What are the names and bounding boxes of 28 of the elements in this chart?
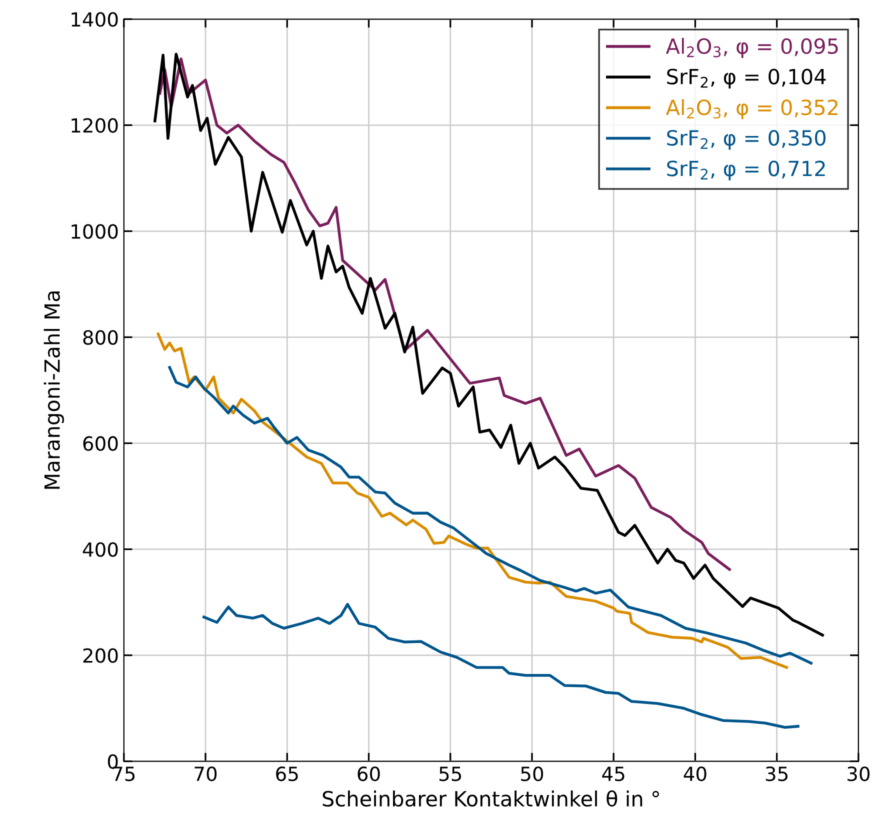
x-tick-label: 55 <box>439 766 462 782</box>
y-tick-label: 400 <box>82 542 118 557</box>
line-series <box>156 332 788 669</box>
x-tick-label: 30 <box>848 766 870 782</box>
y-tick-label: 600 <box>83 436 118 451</box>
legend-label: Al$_{2}$O$_{3}$, φ = 0,095 <box>666 38 838 58</box>
y-tick-label: 200 <box>83 648 118 663</box>
x-tick-label: 75 <box>113 766 135 782</box>
y-tick-label: 1200 <box>72 118 118 133</box>
line-series <box>202 602 800 729</box>
x-tick-label: 70 <box>194 766 217 782</box>
legend-label: SrF$_{2}$, φ = 0,350 <box>667 130 826 150</box>
y-axis-title: Marangoni-Zahl Ma <box>44 292 64 489</box>
legend-label: SrF$_{2}$, φ = 0,104 <box>667 68 826 89</box>
x-tick-label: 40 <box>684 766 706 782</box>
y-tick-label: 0 <box>108 754 118 769</box>
legend-label: SrF$_{2}$, φ = 0,712 <box>667 160 825 180</box>
y-tick-label: 1000 <box>72 224 118 239</box>
x-tick-label: 35 <box>766 766 788 782</box>
x-tick-label: 50 <box>521 766 544 782</box>
x-tick-label: 65 <box>276 766 298 782</box>
y-tick-label: 800 <box>83 330 118 345</box>
x-tick-label: 60 <box>358 766 380 782</box>
line-series <box>168 366 812 665</box>
legend-label: Al$_{2}$O$_{3}$, φ = 0,352 <box>666 99 838 120</box>
x-axis-title: Scheinbarer Kontaktwinkel θ in ° <box>322 790 659 807</box>
y-tick-label: 1400 <box>72 12 118 27</box>
x-tick-label: 45 <box>602 766 624 782</box>
